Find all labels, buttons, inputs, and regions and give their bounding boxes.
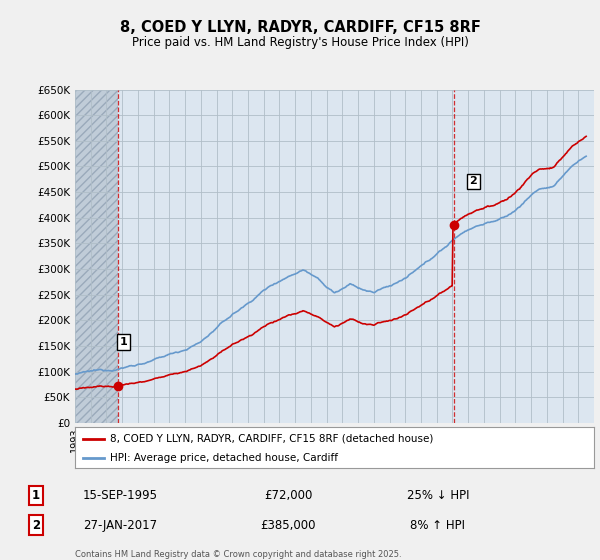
Text: 8% ↑ HPI: 8% ↑ HPI: [410, 519, 466, 532]
Text: 8, COED Y LLYN, RADYR, CARDIFF, CF15 8RF (detached house): 8, COED Y LLYN, RADYR, CARDIFF, CF15 8RF…: [110, 433, 434, 444]
Text: 8, COED Y LLYN, RADYR, CARDIFF, CF15 8RF: 8, COED Y LLYN, RADYR, CARDIFF, CF15 8RF: [119, 20, 481, 35]
Bar: [75, 90, 118, 423]
Text: Contains HM Land Registry data © Crown copyright and database right 2025.
This d: Contains HM Land Registry data © Crown c…: [75, 550, 401, 560]
Text: Price paid vs. HM Land Registry's House Price Index (HPI): Price paid vs. HM Land Registry's House …: [131, 36, 469, 49]
Text: £72,000: £72,000: [264, 489, 312, 502]
Text: £385,000: £385,000: [260, 519, 316, 532]
Text: 27-JAN-2017: 27-JAN-2017: [83, 519, 157, 532]
Text: 2: 2: [469, 176, 477, 186]
Text: 15-SEP-1995: 15-SEP-1995: [83, 489, 157, 502]
Text: 1: 1: [32, 489, 40, 502]
Text: 1: 1: [120, 337, 128, 347]
Text: 2: 2: [32, 519, 40, 532]
Text: 25% ↓ HPI: 25% ↓ HPI: [407, 489, 469, 502]
Text: HPI: Average price, detached house, Cardiff: HPI: Average price, detached house, Card…: [110, 452, 338, 463]
